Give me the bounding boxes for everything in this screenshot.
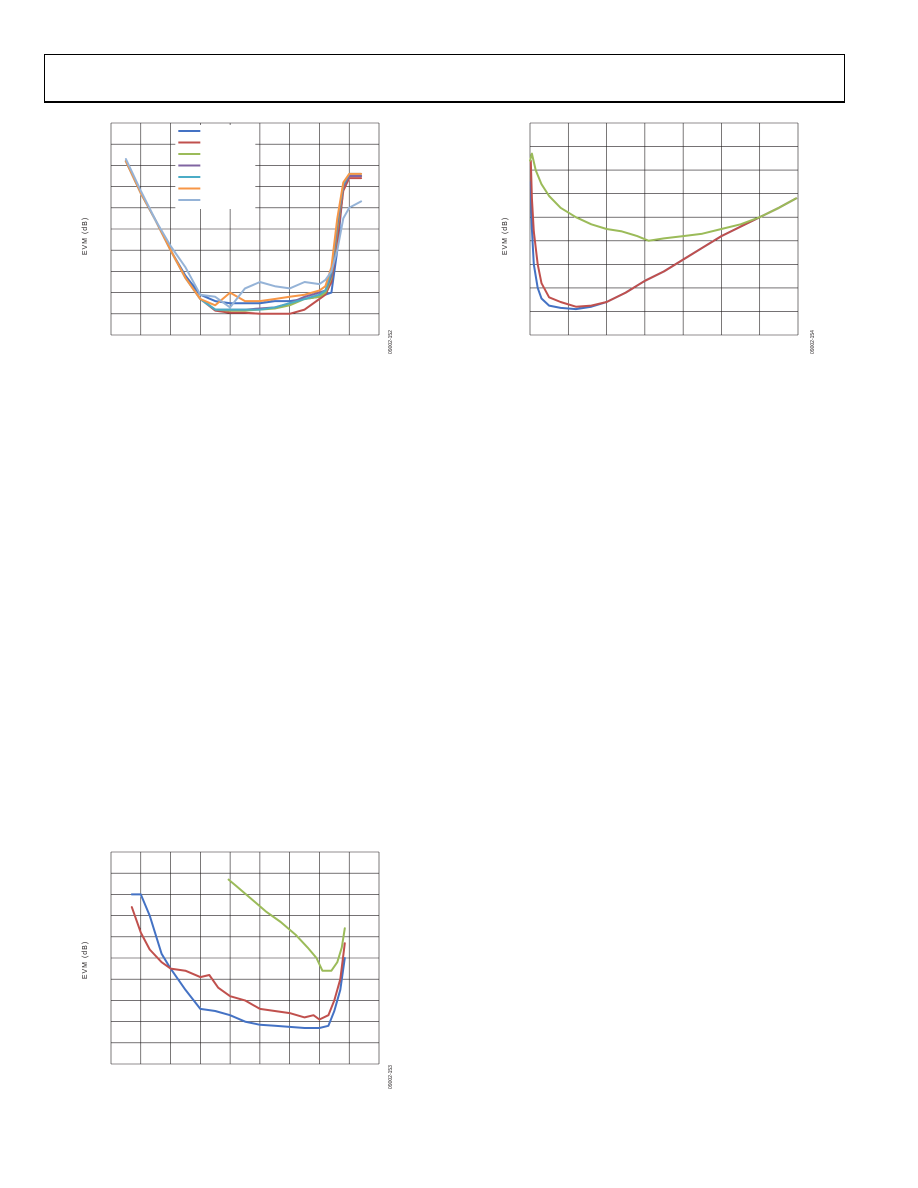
evm-chart-1: EVM (dB) 09002-152 (74, 116, 404, 376)
chart-3-svg: EVM (dB) 09002-153 (82, 851, 394, 1089)
chart-2-series-3-line (529, 152, 798, 242)
chart-2-figure-id: 09002-154 (810, 330, 816, 354)
chart-2-svg: EVM (dB) 09002-154 (502, 122, 816, 354)
chart-3-grid (110, 851, 380, 1065)
chart-1-ylabel: EVM (dB) (82, 217, 89, 255)
chart-3-figure-id: 09002-153 (388, 1065, 394, 1089)
chart-2-series-1-line (529, 180, 798, 311)
chart-3-series-2-line (130, 906, 346, 1021)
chart-2-grid (529, 122, 799, 336)
chart-1-figure-id: 09002-152 (388, 330, 394, 354)
chart-3-series-3-line (227, 878, 346, 972)
chart-1-svg: EVM (dB) 09002-152 (82, 122, 394, 354)
chart-3-ylabel: EVM (dB) (82, 941, 89, 979)
page-header-box (44, 54, 845, 103)
chart-1-series-6-line (124, 160, 363, 307)
chart-3-series-1-line (130, 893, 346, 1029)
evm-chart-3: EVM (dB) 09002-153 (74, 845, 404, 1105)
chart-2-series-2-line (529, 159, 798, 308)
chart-2-ylabel: EVM (dB) (502, 217, 509, 255)
evm-chart-2: EVM (dB) 09002-154 (494, 116, 824, 376)
legend-box (175, 125, 256, 209)
chart-1-legend (175, 125, 256, 209)
chart-1-series-7-line (124, 158, 363, 309)
